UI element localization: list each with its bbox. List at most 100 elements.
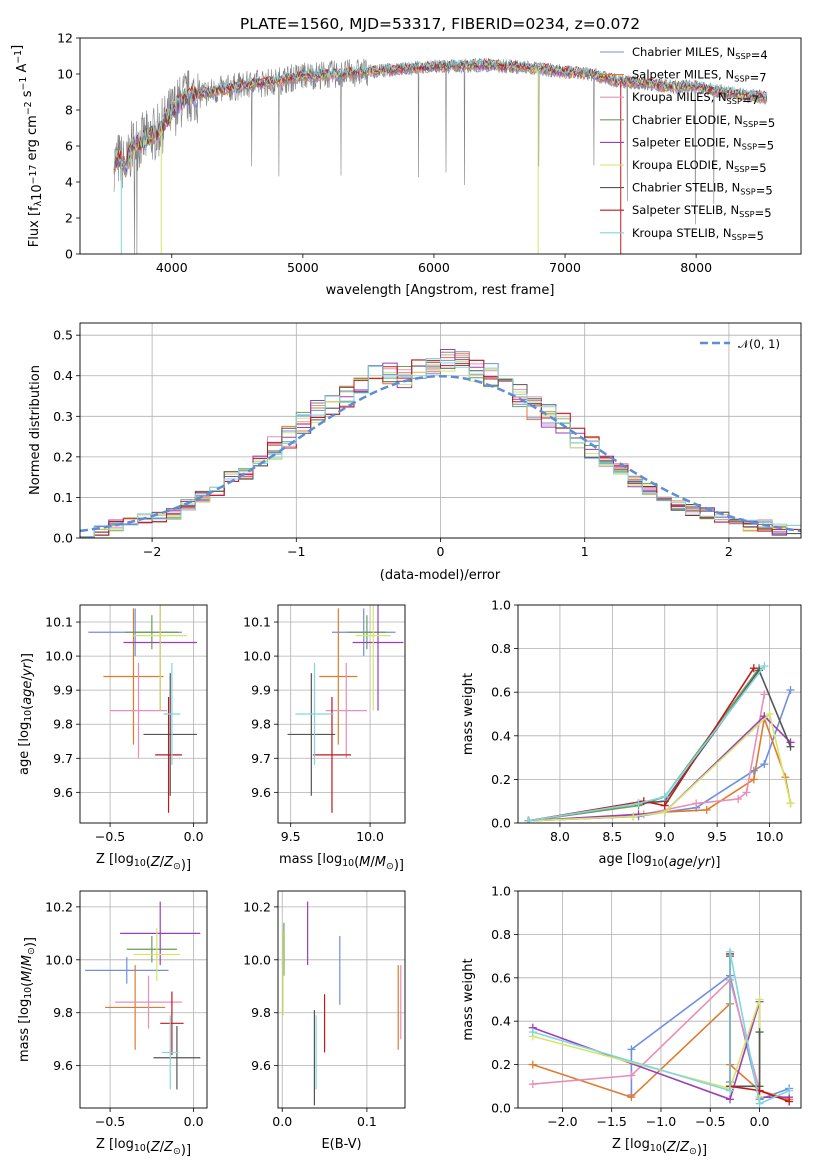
age-vs-metallicity-axes: −0.5 0.0 9.6 9.7 9.8 9.9 10.0 10.1 <box>45 604 208 844</box>
x-tick-label: −1 <box>287 544 305 559</box>
axes-frame <box>277 604 406 824</box>
y-tick-label: 9.6 <box>53 1058 73 1073</box>
y-tick-label: 1.0 <box>491 598 511 613</box>
y-tick-label: 10.1 <box>45 615 73 630</box>
mass-vs-metallicity-axes: −0.5 0.0 9.6 9.8 10.0 10.2 <box>45 890 208 1129</box>
legend-entry: Chabrier ELODIE, NSSP=5 <box>632 113 775 130</box>
y-tick-label: 0.0 <box>491 1101 511 1116</box>
x-axis-label: Z [log10(Z/Z⊙)] <box>612 1137 707 1158</box>
x-tick-label: −1.5 <box>596 1114 626 1129</box>
plot-area <box>282 901 402 1106</box>
x-tick-label: 9.5 <box>281 829 301 844</box>
x-tick-label: −0.5 <box>695 1114 725 1129</box>
x-tick-label: 1 <box>581 544 589 559</box>
y-tick-label: 10.1 <box>243 615 271 630</box>
plot-area <box>80 349 801 538</box>
chart-title: PLATE=1560, MJD=53317, FIBERID=0234, z=0… <box>240 15 640 33</box>
y-tick-label: 6 <box>65 139 73 154</box>
weight-line-kroupa-miles <box>532 978 761 1091</box>
x-tick-label: −1.0 <box>646 1114 676 1129</box>
y-tick-label: 9.6 <box>53 785 73 800</box>
x-tick-label: 0.0 <box>184 1114 204 1129</box>
y-tick-label: 9.7 <box>53 751 73 766</box>
weight-line-salpeter-stelib <box>528 667 755 822</box>
x-tick-label: 0.1 <box>357 1114 377 1129</box>
plot-area <box>88 605 197 813</box>
legend-entry: Kroupa MILES, NSSP=7 <box>632 90 759 107</box>
y-axis-label: Normed distribution <box>28 365 43 495</box>
y-tick-label: 0.1 <box>53 490 73 505</box>
x-axis-label: wavelength [Angstrom, rest frame] <box>326 283 555 298</box>
legend-entry: Salpeter STELIB, NSSP=5 <box>632 203 772 220</box>
y-tick-label: 0.5 <box>53 328 73 343</box>
x-tick-label: 0 <box>437 544 445 559</box>
plot-area <box>524 662 795 823</box>
axes-frame <box>517 890 802 1109</box>
y-tick-label: 10.0 <box>243 952 271 967</box>
y-tick-label: 0 <box>65 247 73 262</box>
y-tick-label: 10.2 <box>45 899 73 914</box>
y-tick-label: 10.0 <box>45 649 73 664</box>
weight-line-kroupa-stelib <box>528 665 765 822</box>
y-tick-label: 0.6 <box>491 685 511 700</box>
axes-frame <box>517 604 802 824</box>
y-tick-label: 9.6 <box>251 785 271 800</box>
x-tick-label: 0.0 <box>750 1114 770 1129</box>
x-tick-label: −0.5 <box>95 829 125 844</box>
legend-entry: 𝒩(0, 1) <box>738 337 780 351</box>
spectrum-axes: 4000 5000 6000 7000 8000 0 2 4 6 8 10 12 <box>57 31 802 275</box>
y-axis-label: mass weight <box>461 958 476 1040</box>
x-tick-label: −0.5 <box>95 1114 125 1129</box>
y-tick-label: 0.2 <box>491 1057 511 1072</box>
plot-area <box>113 57 768 254</box>
y-tick-label: 10 <box>57 67 73 82</box>
x-tick-label: 7000 <box>549 260 581 275</box>
x-tick-label: −2.0 <box>547 1114 577 1129</box>
x-tick-label: 2 <box>725 544 733 559</box>
model-spectrum-kroupa-stelib <box>113 57 767 170</box>
y-tick-label: 9.8 <box>251 717 271 732</box>
plot-area <box>85 901 201 1090</box>
x-axis-label: (data-model)/error <box>380 568 501 583</box>
x-axis-label: age [log10(age/yr)] <box>598 852 720 870</box>
y-axis-label: Flux [fλ10−17 erg cm−2 s−1 A−1] <box>10 45 45 247</box>
x-tick-label: −2 <box>143 544 161 559</box>
y-tick-label: 0.2 <box>491 772 511 787</box>
model-spectrum-kroupa-elodie <box>113 59 767 172</box>
y-tick-label: 9.8 <box>251 1005 271 1020</box>
y-tick-label: 10.0 <box>243 649 271 664</box>
axes-frame <box>79 890 208 1109</box>
histogram-salpeter-elodie <box>80 349 801 538</box>
y-tick-label: 8 <box>65 103 73 118</box>
y-tick-label: 0.0 <box>53 531 73 546</box>
x-tick-label: 5000 <box>287 260 319 275</box>
plot-area <box>287 605 404 813</box>
histogram-kroupa-elodie <box>80 361 801 538</box>
mass-weight-vs-metallicity-axes: −2.0 −1.5 −1.0 −0.5 0.0 0.0 0.2 0.4 0.6 0.8 1.0 <box>491 884 802 1129</box>
legend-entry: Salpeter ELODIE, NSSP=5 <box>632 135 774 152</box>
y-tick-label: 0.4 <box>491 1014 511 1029</box>
y-tick-label: 0.6 <box>491 970 511 985</box>
y-tick-label: 12 <box>57 31 73 46</box>
y-tick-label: 9.9 <box>251 683 271 698</box>
x-axis-label: Z [log10(Z/Z⊙)] <box>96 852 191 873</box>
mass-vs-extinction-axes: 0.0 0.1 9.6 9.8 10.0 10.2 <box>243 890 406 1129</box>
y-tick-label: 1.0 <box>491 884 511 899</box>
normal-curve <box>80 374 801 533</box>
y-tick-label: 9.9 <box>53 683 73 698</box>
x-tick-label: 0.0 <box>272 1114 292 1129</box>
x-axis-label: E(B-V) <box>321 1137 361 1152</box>
residual-histogram-axes: −2 −1 0 1 2 0.0 0.1 0.2 0.3 0.4 0.5 <box>53 322 802 559</box>
x-tick-label: 8.0 <box>550 829 570 844</box>
x-tick-label: 0.0 <box>184 829 204 844</box>
axes-frame <box>79 604 208 824</box>
x-tick-label: 10.0 <box>756 829 784 844</box>
plot-area <box>528 947 794 1108</box>
y-tick-label: 9.8 <box>53 717 73 732</box>
x-axis-label: mass [log10(M/M⊙)] <box>279 852 404 873</box>
mass-weight-vs-age-axes: 8.0 8.5 9.0 9.5 10.0 0.0 0.2 0.4 0.6 0.8 1.0 <box>491 598 802 844</box>
histogram-kroupa-stelib <box>80 358 801 538</box>
axes-frame <box>79 37 802 255</box>
x-tick-label: 10.0 <box>356 829 384 844</box>
y-tick-label: 0.8 <box>491 641 511 656</box>
